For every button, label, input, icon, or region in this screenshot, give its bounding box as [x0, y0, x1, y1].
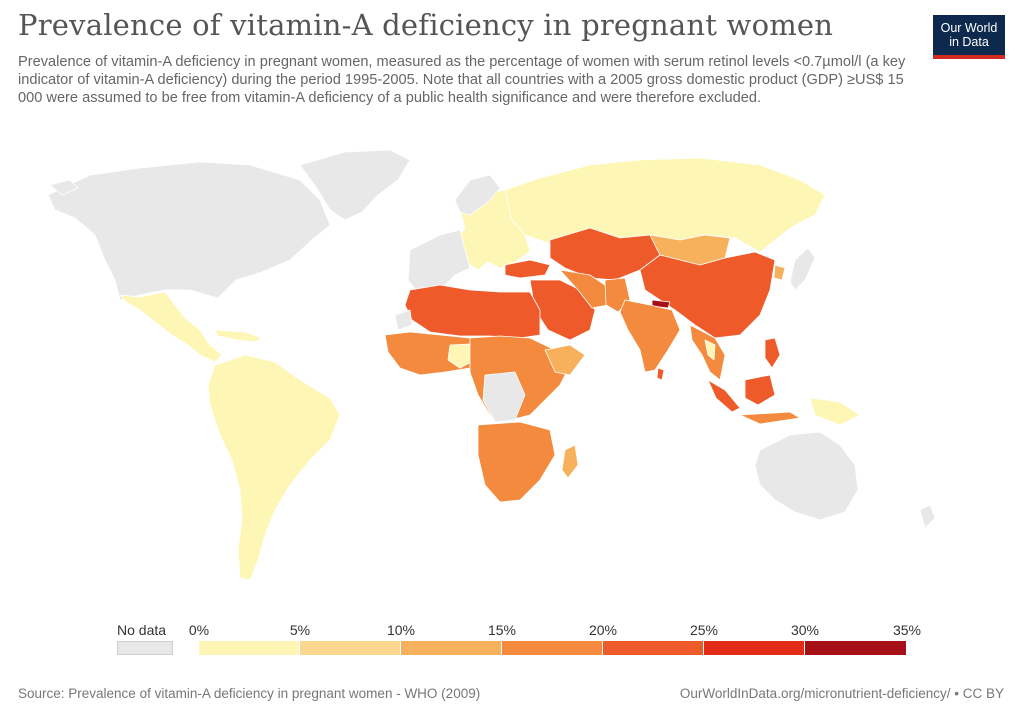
legend-swatch-15-20 — [502, 641, 603, 655]
region-western-europe[interactable] — [407, 229, 471, 296]
legend-tick-0: 0% — [188, 622, 210, 638]
region-alaska[interactable] — [49, 179, 79, 196]
page-title: Prevalence of vitamin-A deficiency in pr… — [18, 8, 834, 42]
region-nepal[interactable] — [651, 299, 671, 309]
region-indonesia-borneo[interactable] — [744, 374, 776, 406]
region-sri-lanka[interactable] — [656, 367, 665, 381]
region-western-sahara[interactable] — [394, 309, 413, 331]
legend-swatch-10-15 — [401, 641, 502, 655]
region-japan[interactable] — [789, 247, 816, 291]
legend-swatch-5-10 — [300, 641, 401, 655]
legend-swatch-0-5 — [199, 641, 300, 655]
legend-no-data-swatch — [117, 641, 173, 655]
region-dr-congo[interactable] — [482, 371, 526, 423]
region-australia[interactable] — [754, 431, 859, 521]
legend-tick-20: 20% — [588, 622, 618, 638]
legend: No data 0% 5% 10% 15% 20% 25% 30% 35% — [0, 615, 1024, 665]
region-korea[interactable] — [773, 264, 786, 281]
region-madagascar[interactable] — [561, 444, 579, 479]
region-north-africa[interactable] — [404, 284, 541, 339]
legend-swatch-30-35 — [805, 641, 907, 655]
region-philippines[interactable] — [764, 337, 781, 369]
legend-tick-5: 5% — [289, 622, 311, 638]
region-nigeria[interactable] — [447, 343, 476, 369]
region-greenland[interactable] — [299, 149, 411, 221]
world-map — [47, 149, 936, 581]
region-north-america[interactable] — [47, 161, 331, 301]
legend-tick-10: 10% — [386, 622, 416, 638]
source-url[interactable]: OurWorldInData.org/micronutrient-deficie… — [679, 686, 1004, 701]
legend-tick-30: 30% — [790, 622, 820, 638]
region-caribbean[interactable] — [214, 329, 263, 343]
legend-tick-25: 25% — [689, 622, 719, 638]
region-indonesia-sumatra[interactable] — [707, 379, 741, 413]
page-subtitle: Prevalence of vitamin-A deficiency in pr… — [18, 54, 906, 106]
region-papua[interactable] — [809, 397, 861, 426]
legend-swatch-20-25 — [603, 641, 704, 655]
logo-line-2: in Data — [949, 35, 989, 49]
region-india[interactable] — [619, 299, 681, 373]
region-southern-africa[interactable] — [477, 421, 556, 503]
region-indonesia-east[interactable] — [739, 411, 801, 425]
legend-tick-15: 15% — [487, 622, 517, 638]
source-note: Source: Prevalence of vitamin-A deficien… — [18, 686, 481, 701]
legend-no-data-label: No data — [117, 622, 167, 638]
legend-swatch-25-30 — [704, 641, 805, 655]
region-central-america[interactable] — [119, 291, 223, 363]
region-horn-africa[interactable] — [544, 344, 586, 376]
region-south-america[interactable] — [207, 354, 341, 581]
region-new-zealand[interactable] — [919, 504, 936, 529]
owid-logo[interactable]: Our World in Data — [933, 15, 1005, 59]
region-turkey[interactable] — [504, 259, 551, 279]
logo-accent-bar — [933, 55, 1005, 59]
region-thailand[interactable] — [704, 339, 716, 361]
logo-line-1: Our World — [940, 21, 998, 35]
legend-tick-35: 35% — [892, 622, 922, 638]
region-scandinavia[interactable] — [454, 174, 501, 216]
